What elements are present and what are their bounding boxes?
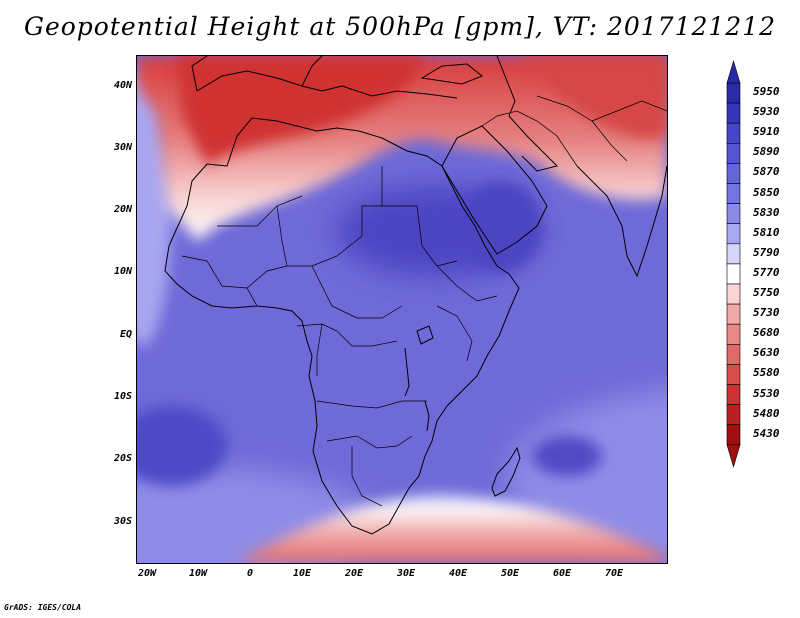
- field-east-high: [462, 181, 542, 271]
- colorbar-segment: [726, 203, 741, 225]
- lat-label-40n: 40N: [113, 80, 132, 91]
- border-south-1: [316, 400, 427, 409]
- border-east-2: [436, 305, 473, 362]
- lat-label-30n: 30N: [113, 142, 132, 153]
- border-asia-2: [591, 100, 667, 122]
- border-sahel: [246, 265, 288, 289]
- colorbar-label: 5850: [753, 185, 780, 199]
- colorbar-label: 5730: [753, 306, 780, 320]
- lon-label-0: 0: [246, 568, 254, 579]
- lat-label-eq: EQ: [119, 329, 132, 340]
- lon-label-30e: 30E: [396, 568, 416, 579]
- italy-coast: [301, 56, 323, 87]
- field-indian-high: [532, 436, 602, 476]
- colorbar-label: 5430: [753, 426, 780, 440]
- lat-label-30s: 30S: [113, 516, 132, 527]
- black-sea-coast: [420, 63, 483, 85]
- colorbar-segment: [726, 102, 741, 124]
- colorbar-segment: [726, 223, 741, 245]
- border-sahara-4: [382, 205, 458, 267]
- lon-label-10e: 10E: [292, 568, 312, 579]
- colorbar-segment: [726, 82, 741, 104]
- colorbar-label: 5750: [753, 286, 780, 299]
- lon-label-60e: 60E: [552, 568, 572, 579]
- colorbar-label: 5790: [753, 245, 780, 259]
- colorbar-label: 5870: [753, 165, 780, 179]
- colorbar-top-arrow: [726, 59, 741, 84]
- india-coastline: [576, 165, 667, 278]
- colorbar-label: 5480: [753, 406, 780, 420]
- field-northwest-core: [177, 56, 427, 166]
- colorbar-segment: [726, 364, 741, 385]
- colorbar-segment: [726, 243, 741, 265]
- lat-label-10n: 10N: [113, 266, 132, 277]
- colorbar-segment: [726, 263, 741, 285]
- border-sahara-1: [217, 195, 303, 227]
- colorbar-segment: [726, 122, 741, 144]
- colorbar-segment: [726, 163, 741, 184]
- colorbar-label: 5810: [753, 225, 780, 239]
- plot-title: Geopotential Height at 500hPa [gpm], VT:…: [23, 12, 777, 41]
- colorbar-segment: [726, 424, 741, 446]
- lake-tanganyika: [404, 347, 410, 397]
- colorbar-segment: [726, 323, 741, 345]
- colorbar-label: 5530: [753, 386, 780, 400]
- colorbar-segment: [726, 283, 741, 305]
- lat-label-10s: 10S: [113, 391, 132, 402]
- border-west-africa: [181, 255, 258, 307]
- madagascar-coastline: [491, 446, 521, 497]
- colorbar-label: 5770: [753, 265, 780, 279]
- caspian-coast: [496, 56, 516, 117]
- border-south-2: [326, 435, 413, 449]
- political-borders: [181, 95, 667, 507]
- field-atlantic-high: [137, 406, 227, 486]
- colorbar-segment: [726, 143, 741, 164]
- border-south-3: [351, 446, 383, 507]
- lat-label-20n: 20N: [113, 204, 132, 215]
- colorbar-label: 5930: [753, 105, 780, 119]
- persian-gulf-coast: [508, 115, 558, 172]
- lon-label-50e: 50E: [500, 568, 520, 579]
- geopotential-map: [137, 56, 667, 563]
- lon-label-10w: 10W: [188, 568, 208, 579]
- border-central-3: [316, 323, 323, 376]
- colorbar-label: 5890: [753, 145, 780, 159]
- africa-coastline: [164, 117, 520, 535]
- grads-credit: GrADS: IGES/COLA: [4, 603, 82, 612]
- iberia-coast: [191, 56, 208, 92]
- colorbar-segment: [726, 404, 741, 426]
- colorbar-label: 5630: [753, 346, 780, 360]
- lon-label-20w: 20W: [137, 568, 157, 579]
- lat-label-20s: 20S: [113, 453, 132, 464]
- colorbar-segment: [726, 343, 741, 365]
- colorbar-segment: [726, 183, 741, 204]
- lake-malawi: [424, 400, 430, 432]
- colorbar-segment: [726, 303, 741, 325]
- field-northeast-core: [517, 56, 667, 139]
- colorbar-label: 5910: [753, 125, 780, 139]
- map-panel: [136, 55, 668, 564]
- colorbar-label: 5950: [753, 85, 780, 98]
- lon-label-20e: 20E: [344, 568, 364, 579]
- border-middle-east: [481, 110, 578, 167]
- colorbar-label: 5830: [753, 205, 780, 219]
- border-sahara-3: [336, 166, 383, 257]
- lon-label-40e: 40E: [448, 568, 468, 579]
- lon-label-70e: 70E: [604, 568, 624, 579]
- border-central-2: [296, 323, 398, 347]
- lake-victoria: [416, 325, 434, 345]
- border-central-1: [311, 265, 403, 319]
- colorbar-label: 5580: [753, 366, 780, 380]
- field-south-band: [237, 494, 667, 563]
- mediterranean-north-coast: [196, 70, 458, 99]
- colorbar-segment: [726, 384, 741, 405]
- border-east-1: [436, 265, 498, 302]
- colorbar-bottom-arrow: [726, 444, 741, 468]
- colorbar-label: 5680: [753, 326, 780, 340]
